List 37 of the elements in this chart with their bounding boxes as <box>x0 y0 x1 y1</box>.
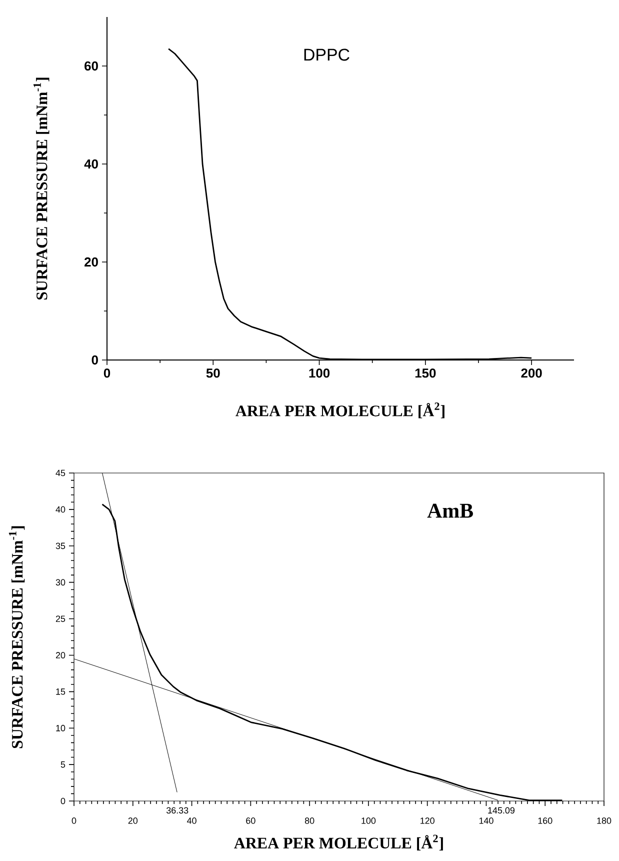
annotation: AmB <box>427 504 473 518</box>
annotation: 145.09 <box>488 807 514 814</box>
annotation: DPPC <box>304 48 350 61</box>
y-axis-title: SURFACE PRESSURE [mNm$^{-1}$] <box>8 526 25 748</box>
x-tick-label: 20 <box>128 818 138 824</box>
x-axis-title: AREA PER MOLECULE [Å$^{2}$] <box>234 834 443 850</box>
x-tick-label: 50 <box>206 368 220 378</box>
x-tick-label: 160 <box>538 818 552 824</box>
y-tick-label: 35 <box>56 542 66 550</box>
x-tick-label: 180 <box>597 818 612 824</box>
x-tick-label: 100 <box>362 818 376 824</box>
y-tick-label: 20 <box>56 652 66 658</box>
y-tick-label: 25 <box>56 616 66 622</box>
y-tick-label: 20 <box>84 257 98 267</box>
x-tick-label: 40 <box>186 818 196 824</box>
x-tick-label: 200 <box>521 368 542 378</box>
x-tick-label: 120 <box>420 818 434 824</box>
y-tick-label: 0 <box>92 355 98 365</box>
y-tick-label: 40 <box>56 506 66 513</box>
y-tick-label: 0 <box>60 798 66 804</box>
x-tick-label: 60 <box>246 818 256 824</box>
x-tick-label: 150 <box>415 368 436 378</box>
y-tick-label: 40 <box>84 159 98 169</box>
y-axis-title: SURFACE PRESSURE [mNm$^{-1}$] <box>33 78 50 300</box>
x-tick-label: 140 <box>479 818 494 824</box>
x-tick-label: 0 <box>104 368 110 378</box>
x-tick-label: 100 <box>309 368 330 378</box>
text: 36.33 <box>166 807 188 814</box>
y-tick-label: 15 <box>56 688 66 695</box>
x-tick-label: 0 <box>72 818 76 824</box>
y-tick-label: 45 <box>56 470 66 476</box>
y-tick-label: 60 <box>84 61 98 71</box>
x-axis-title: AREA PER MOLECULE [Å$^{2}$] <box>236 402 444 418</box>
y-tick-label: 10 <box>56 724 66 732</box>
x-tick-label: 80 <box>304 818 314 824</box>
y-tick-label: 5 <box>60 761 66 768</box>
y-tick-label: 30 <box>56 579 66 586</box>
